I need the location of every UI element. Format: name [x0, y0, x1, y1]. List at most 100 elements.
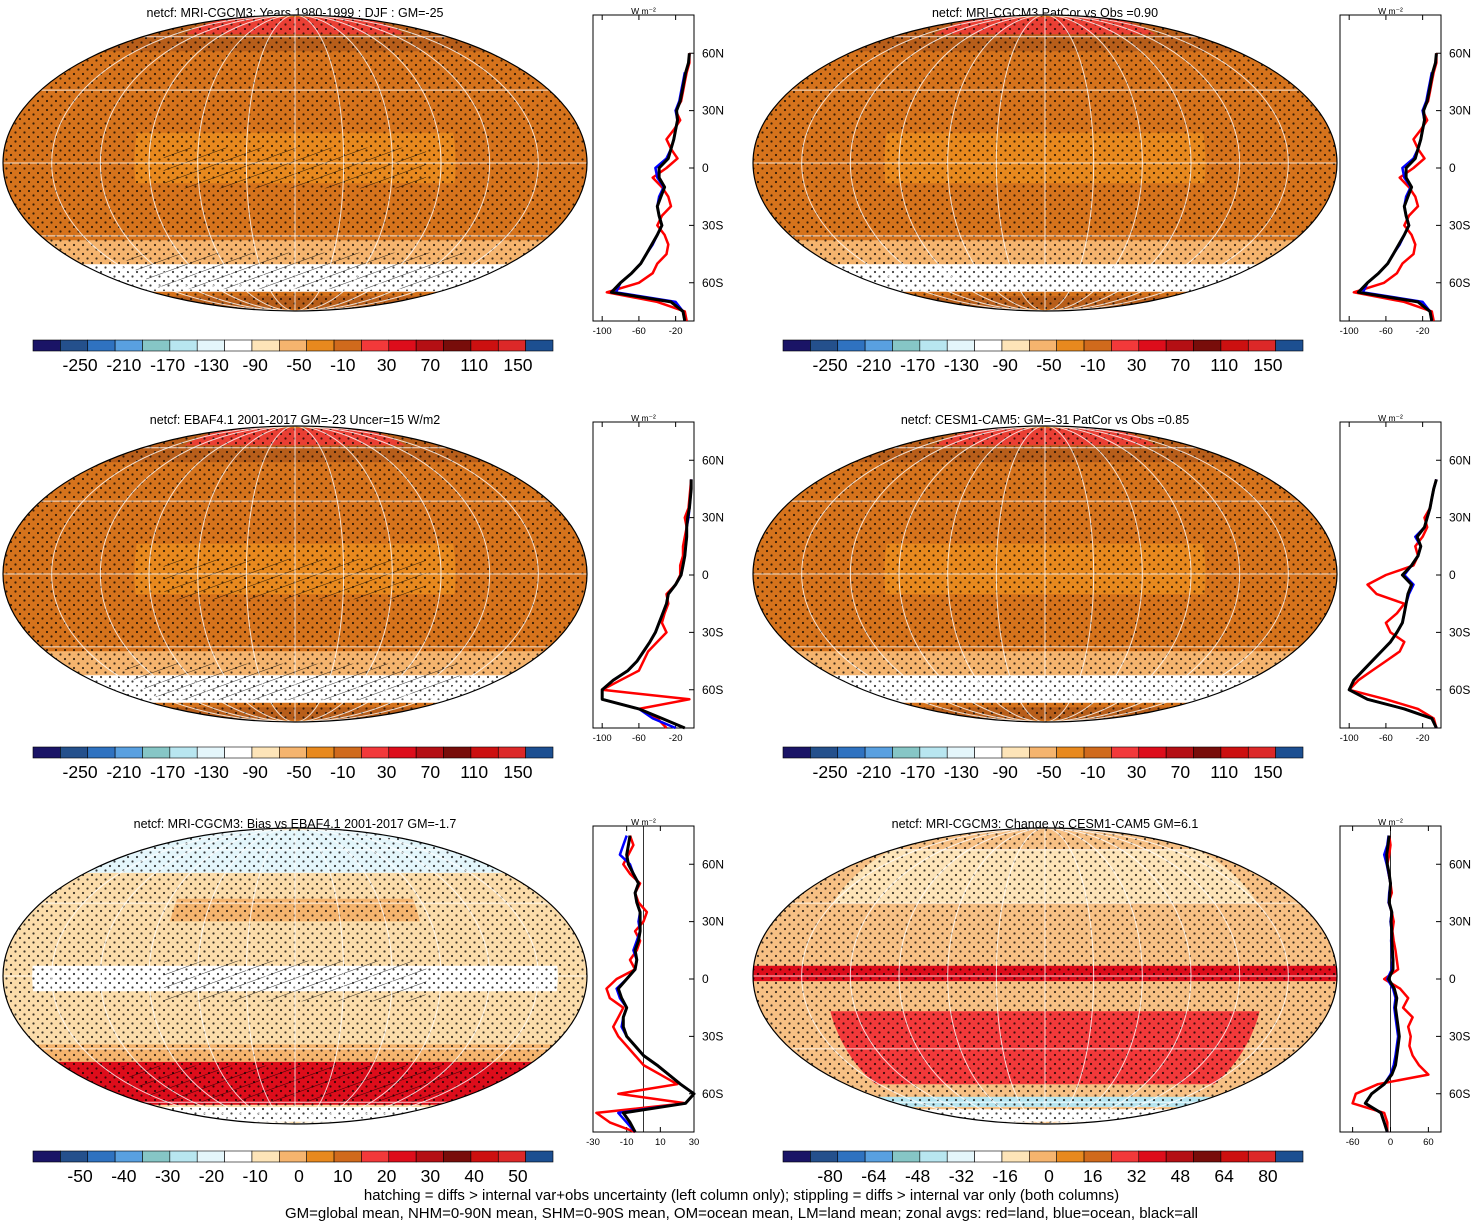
- zonal-series-land: [595, 835, 687, 1134]
- colorbar-label: -32: [949, 1166, 974, 1186]
- colorbar-label: -170: [150, 762, 185, 782]
- colorbar-box: [114, 1150, 143, 1163]
- colorbar-box: [87, 339, 116, 352]
- colorbar-box: [361, 339, 390, 352]
- colorbar-label: 110: [1210, 355, 1238, 375]
- colorbar-box: [470, 339, 499, 352]
- graticule-meridian: [197, 426, 393, 722]
- zonal-unit-label: W m⁻²: [1378, 413, 1403, 423]
- lat-label: 0: [1449, 972, 1456, 986]
- colorbar-box: [525, 1150, 554, 1163]
- lat-label: 0: [702, 568, 709, 582]
- colorbar-label: 48: [1171, 1166, 1190, 1186]
- colorbar-box: [87, 746, 116, 759]
- graticule-meridian: [99, 828, 491, 1124]
- lat-label: 60N: [702, 857, 724, 871]
- colorbar-box: [224, 1150, 253, 1163]
- colorbar-box: [946, 1150, 975, 1163]
- zonal-plot: W m⁻² 60N 30N 0 30S 60S -100 -60 -20: [592, 413, 724, 744]
- colorbar-box: [361, 1150, 390, 1163]
- colorbar: -250 -210 -170 -130 -90 -50 -10 30 70 110 150: [782, 339, 1304, 375]
- colorbar-label: -90: [243, 762, 269, 782]
- map-outline: [2, 827, 588, 1125]
- colorbar-box: [443, 1150, 472, 1163]
- lat-label: 60N: [1449, 857, 1471, 871]
- lat-label: 30S: [1449, 625, 1470, 639]
- colorbar-box: [837, 746, 866, 759]
- colorbar-box: [946, 339, 975, 352]
- graticule-meridian: [995, 828, 1095, 1124]
- zonal-series-all: [1356, 53, 1438, 322]
- colorbar-label: -170: [900, 762, 935, 782]
- colorbar-box: [974, 339, 1003, 352]
- colorbar-box: [333, 1150, 362, 1163]
- graticule-meridian: [245, 15, 345, 311]
- colorbar-label: -10: [1080, 762, 1106, 782]
- zonal-unit-label: W m⁻²: [1378, 817, 1403, 827]
- colorbar-label: -130: [944, 762, 979, 782]
- colorbar-box: [114, 746, 143, 759]
- colorbar-label: -210: [106, 762, 141, 782]
- panel-title: netcf: MRI-CGCM3: Bias vs EBAF4.1 2001-2…: [134, 817, 457, 831]
- colorbar-label: -10: [243, 1166, 269, 1186]
- colorbar-label: -50: [67, 1166, 93, 1186]
- colorbar-label: -90: [243, 355, 269, 375]
- colorbar-box: [60, 746, 89, 759]
- colorbar-box: [443, 339, 472, 352]
- colorbar-box: [196, 339, 225, 352]
- colorbar-label: -10: [330, 355, 356, 375]
- colorbar-box: [1029, 339, 1057, 352]
- panel-title: netcf: MRI-CGCM3: Years 1980-1999 : DJF …: [147, 6, 444, 20]
- zonal-series-ocean: [614, 72, 687, 322]
- colorbar-label: 110: [460, 355, 488, 375]
- colorbar-box: [251, 746, 280, 759]
- colorbar-label: -50: [286, 355, 312, 375]
- colorbar-box: [279, 746, 307, 759]
- colorbar-box: [864, 1150, 893, 1163]
- footnote-hatching: hatching = diffs > internal var+obs unce…: [363, 1187, 1120, 1204]
- colorbar-label: 0: [294, 1166, 304, 1186]
- colorbar-box: [1111, 339, 1140, 352]
- colorbar-box: [415, 1150, 444, 1163]
- map-outline: [2, 14, 588, 312]
- zonal-frame: [1339, 14, 1442, 322]
- graticule-meridian: [99, 426, 491, 722]
- panel-2: netcf: MRI-CGCM3 PatCor vs Obs =0.90 -250…: [752, 6, 1471, 375]
- graticule-meridian: [898, 828, 1192, 1124]
- colorbar-box: [892, 339, 921, 352]
- lat-label: 60S: [702, 276, 723, 290]
- colorbar-label: -210: [856, 355, 891, 375]
- colorbar-box: [810, 339, 839, 352]
- graticule-meridian: [245, 828, 345, 1124]
- colorbar-box: [1275, 746, 1304, 759]
- colorbar-box: [1001, 339, 1030, 352]
- lat-label: 0: [1449, 568, 1456, 582]
- graticule-meridian: [99, 15, 491, 311]
- colorbar-box: [1247, 746, 1276, 759]
- colorbar-box: [919, 1150, 948, 1163]
- zonal-series-land: [1352, 53, 1438, 322]
- colorbar-label: 0: [1044, 1166, 1054, 1186]
- zonal-x-label: -30: [586, 1137, 600, 1148]
- zonal-series-all: [616, 835, 696, 1133]
- colorbar-box: [1029, 746, 1057, 759]
- zonal-plot: W m⁻² 60N 30N 0 30S 60S -60 0 60: [1339, 817, 1471, 1148]
- zonal-frame: [592, 14, 695, 322]
- lat-label: 30S: [1449, 218, 1470, 232]
- lat-label: 60S: [1449, 276, 1470, 290]
- colorbar-label: 80: [1258, 1166, 1278, 1186]
- colorbar-box: [388, 1150, 417, 1163]
- colorbar-box: [525, 746, 554, 759]
- colorbar-box: [470, 1150, 499, 1163]
- graticule-meridian: [849, 828, 1241, 1124]
- lat-label: 60S: [702, 1087, 723, 1101]
- graticule-meridian: [148, 426, 442, 722]
- graticule-meridian: [51, 15, 539, 311]
- zonal-series-all: [600, 479, 693, 730]
- graticule-meridian: [995, 15, 1095, 311]
- colorbar-label: -50: [286, 762, 312, 782]
- colorbar-box: [333, 339, 362, 352]
- colorbar-label: 110: [1210, 762, 1238, 782]
- graticule-meridian: [849, 15, 1241, 311]
- colorbar-box: [497, 1150, 526, 1163]
